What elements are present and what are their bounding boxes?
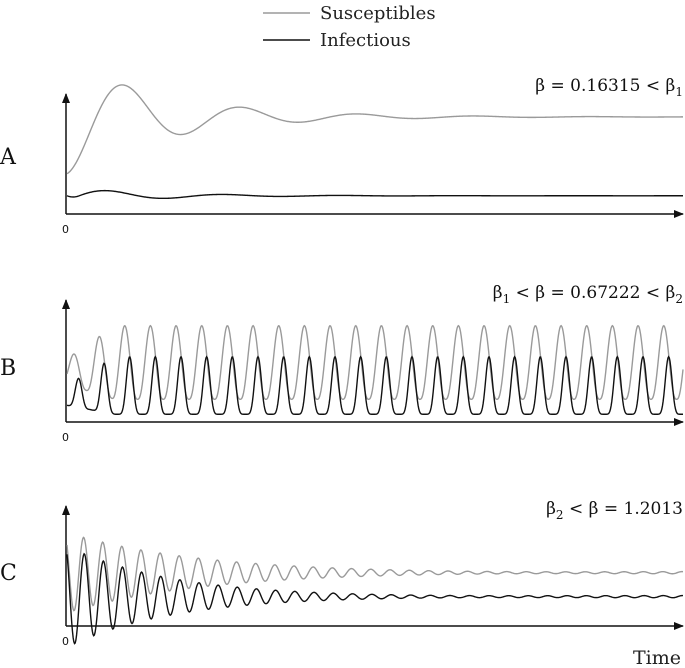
- legend-label-susceptibles: Susceptibles: [320, 3, 436, 24]
- legend: Susceptibles Infectious: [263, 3, 436, 51]
- series-line-b-infectious: [66, 355, 683, 415]
- series-line-c-susceptibles: [66, 536, 684, 612]
- panel-annotation-c: β2 < β = 1.2013: [546, 499, 683, 522]
- panel-c: C β2 < β = 1.2013 0: [0, 499, 684, 648]
- panel-a: A β = 0.16315 < β1 0: [0, 76, 684, 236]
- series-line-b-susceptibles: [66, 324, 684, 401]
- panel-annotation-b: β1 < β = 0.67222 < β2: [493, 283, 683, 306]
- series-line-a-infectious: [66, 189, 683, 200]
- x-tick-label-c: 0: [62, 635, 69, 648]
- x-tick-label-b: 0: [62, 431, 69, 444]
- panel-b: B β1 < β = 0.67222 < β2 0: [0, 283, 684, 444]
- panel-label-c: C: [0, 561, 17, 586]
- series-line-c-infectious: [66, 552, 684, 645]
- panel-label-a: A: [0, 145, 17, 170]
- legend-label-infectious: Infectious: [320, 30, 411, 51]
- series-line-a-susceptibles: [66, 84, 683, 175]
- panel-annotation-a: β = 0.16315 < β1: [535, 76, 683, 99]
- x-tick-label-a: 0: [62, 223, 69, 236]
- panel-label-b: B: [0, 356, 16, 381]
- x-axis-label: Time: [633, 647, 681, 668]
